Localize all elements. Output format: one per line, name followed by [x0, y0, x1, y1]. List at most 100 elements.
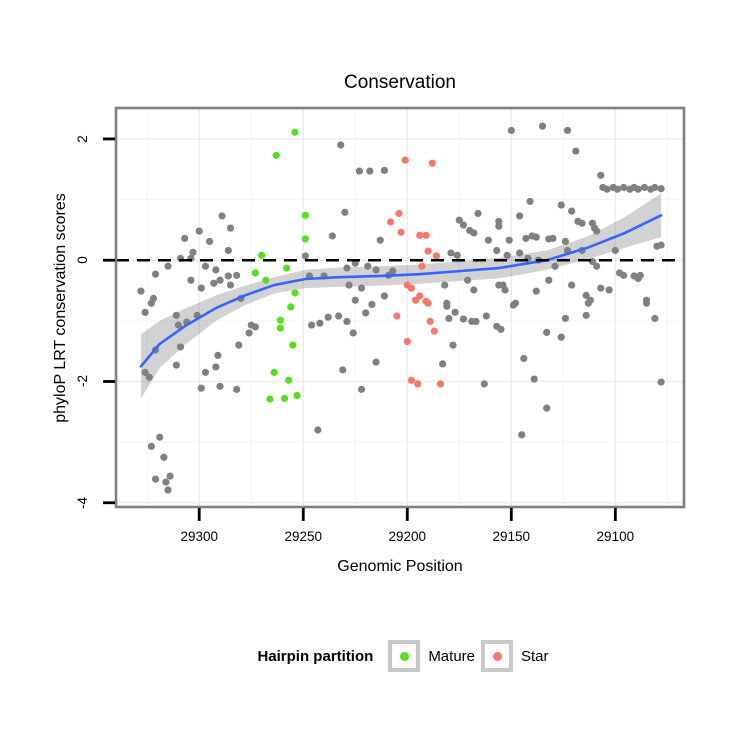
data-point-other [642, 299, 651, 307]
data-point-other [362, 309, 370, 317]
data-point-mature [270, 368, 278, 376]
data-point-other [233, 385, 241, 393]
data-point-mature [293, 391, 301, 400]
data-point-other [166, 472, 174, 480]
data-point-star [395, 209, 403, 218]
data-point-mature [276, 324, 284, 332]
legend-label-mature: Mature [428, 647, 475, 665]
data-point-other [505, 236, 513, 244]
data-point-other [372, 266, 380, 274]
data-point-other [507, 126, 515, 135]
data-point-other [151, 270, 160, 278]
data-point-other [582, 311, 590, 319]
data-point-other [226, 224, 235, 232]
data-point-other [453, 251, 461, 259]
legend-label-star: Star [521, 647, 549, 665]
data-point-other [197, 384, 205, 392]
data-point-other [226, 281, 235, 289]
data-point-mature [280, 394, 289, 403]
y-tick-label: 2 [75, 135, 90, 143]
data-point-other [470, 286, 478, 294]
data-point-other [532, 287, 540, 295]
data-point-star [424, 247, 432, 255]
data-point-other [201, 262, 210, 270]
data-point-other [141, 308, 149, 316]
data-point-other [563, 126, 572, 135]
data-point-other [443, 302, 451, 310]
data-point-star [397, 228, 405, 236]
data-point-other [224, 272, 232, 280]
legend-item-mature: Mature [388, 640, 475, 672]
data-point-other [141, 368, 149, 376]
data-point-other [376, 236, 384, 244]
star-dot-icon [492, 651, 502, 661]
data-point-other [247, 321, 255, 329]
data-point-other [603, 185, 611, 193]
data-point-star [407, 284, 416, 292]
data-point-mature [291, 128, 299, 136]
data-point-other [636, 271, 644, 279]
data-point-other [335, 312, 343, 320]
data-point-other [543, 328, 551, 336]
data-point-star [436, 380, 445, 388]
data-point-mature [251, 269, 259, 277]
data-point-star [403, 337, 411, 346]
data-point-other [474, 209, 482, 218]
data-point-other [235, 341, 243, 349]
data-point-other [351, 296, 359, 304]
data-point-other [195, 227, 203, 235]
data-point-other [495, 222, 503, 230]
x-tick-label: 29100 [596, 529, 635, 544]
data-point-other [482, 312, 490, 320]
data-point-mature [287, 303, 295, 311]
data-point-other [156, 433, 164, 441]
data-point-other [455, 216, 463, 224]
x-tick-label: 29300 [180, 529, 218, 544]
data-point-other [551, 262, 559, 270]
smooth-line [139, 214, 663, 368]
data-point-other [516, 249, 524, 257]
data-point-other [447, 249, 455, 257]
data-point-other [172, 361, 180, 369]
data-point-other [151, 475, 160, 483]
data-point-other [449, 341, 457, 349]
data-point-other [212, 266, 220, 274]
data-point-star [416, 231, 424, 239]
data-point-other [522, 234, 530, 242]
data-point-mature [262, 276, 270, 284]
data-point-other [520, 354, 528, 363]
data-point-other [147, 299, 155, 307]
data-point-other [189, 248, 197, 256]
data-point-other [545, 276, 553, 284]
data-point-other [341, 208, 349, 216]
data-point-other [187, 276, 195, 284]
data-point-mature [272, 151, 280, 159]
data-point-other [164, 486, 172, 494]
data-point-other [526, 197, 534, 205]
y-tick-label: -2 [75, 375, 90, 388]
data-point-other [472, 317, 480, 326]
data-point-star [422, 231, 430, 239]
data-point-other [459, 221, 468, 229]
data-point-mature [289, 341, 297, 349]
data-point-other [162, 478, 170, 486]
data-point-other [530, 375, 538, 383]
data-point-mature [291, 289, 299, 297]
data-point-other [368, 300, 376, 309]
data-point-other [568, 281, 576, 289]
data-point-star [432, 252, 441, 260]
data-point-other [561, 314, 570, 323]
data-point-other [212, 363, 220, 371]
data-point-other [493, 246, 501, 255]
data-point-other [593, 262, 601, 270]
data-point-other [620, 183, 628, 192]
data-point-other [147, 442, 155, 450]
data-point-other [538, 122, 547, 130]
data-point-other [497, 325, 505, 333]
data-point-other [657, 185, 665, 193]
data-point-other [160, 453, 168, 461]
y-tick-label: -4 [75, 496, 90, 509]
data-point-other [137, 287, 145, 295]
data-point-other [572, 147, 580, 155]
